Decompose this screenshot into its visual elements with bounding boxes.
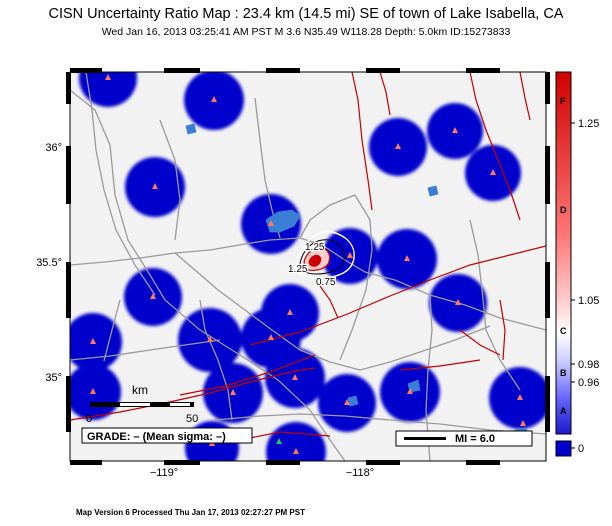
contour-label: 1.25	[305, 242, 325, 253]
colorbar-value: 0.98	[578, 359, 599, 371]
scale-bar: km 0 50	[86, 383, 198, 425]
colorbar-value: 1.25	[578, 118, 599, 130]
grade-letter: C	[560, 326, 567, 336]
map-footer: Map Version 6 Processed Thu Jan 17, 2013…	[76, 508, 305, 517]
lat-tick-label: 36°	[45, 142, 62, 154]
scale-end-label: 50	[186, 413, 198, 425]
colorbar-value: 0.96	[578, 377, 599, 389]
colorbar-zero-swatch	[555, 440, 572, 457]
station-marker-green	[276, 438, 282, 444]
grade-text: GRADE: – (Mean sigma: –)	[87, 431, 226, 443]
scale-unit-label: km	[132, 383, 148, 397]
colorbar-gradient	[555, 71, 572, 435]
colorbar-value: 0	[578, 443, 584, 455]
map-frame	[66, 68, 550, 465]
lat-tick-label: 35.5°	[36, 257, 62, 269]
colorbar-value: 1.05	[578, 295, 599, 307]
grade-letter: F	[560, 96, 566, 106]
lon-tick-label: −119°	[150, 467, 178, 479]
colorbar: 1.25 1.05 0.98 0.96 0 F D C B A	[555, 71, 599, 457]
grade-box: GRADE: – (Mean sigma: –)	[81, 427, 253, 444]
contour-label: 1.25	[288, 264, 308, 275]
map-title: CISN Uncertainty Ratio Map : 23.4 km (14…	[48, 6, 564, 22]
contour-label: 0.75	[316, 277, 336, 288]
uncertainty-blobs	[70, 72, 546, 461]
fault-lines	[70, 72, 546, 441]
mi-legend-box: MI = 6.0	[395, 430, 533, 447]
mi-legend-text: MI = 6.0	[455, 433, 495, 445]
map-subtitle: Wed Jan 16, 2013 03:25:41 AM PST M 3.6 N…	[101, 26, 511, 38]
grade-letter: D	[560, 205, 567, 215]
lat-tick-label: 35°	[45, 372, 62, 384]
scale-start-label: 0	[86, 413, 92, 425]
lon-tick-label: −118°	[346, 467, 374, 479]
grade-letter: B	[560, 368, 567, 378]
event-contours	[295, 231, 355, 279]
station-markers	[90, 74, 526, 454]
grade-letter: A	[560, 406, 567, 416]
